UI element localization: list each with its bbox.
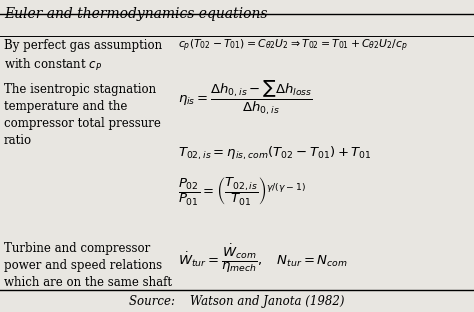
Text: Turbine and compressor
power and speed relations
which are on the same shaft: Turbine and compressor power and speed r…	[4, 242, 172, 289]
Text: $\eta_{is}=\dfrac{\Delta h_{0,is}-\sum\Delta h_{loss}}{\Delta h_{0,is}}$: $\eta_{is}=\dfrac{\Delta h_{0,is}-\sum\D…	[178, 78, 313, 116]
Text: By perfect gas assumption
with constant $c_P$: By perfect gas assumption with constant …	[4, 39, 162, 73]
Text: $T_{02,is}=\eta_{is,com}\left(T_{02}-T_{01}\right)+T_{01}$: $T_{02,is}=\eta_{is,com}\left(T_{02}-T_{…	[178, 145, 372, 162]
Text: Euler and thermodynamics equations: Euler and thermodynamics equations	[4, 7, 267, 21]
Text: $\dot{W}_{tur}=\dfrac{\dot{W}_{com}}{\eta_{mech}}, \quad N_{tur}=N_{com}$: $\dot{W}_{tur}=\dfrac{\dot{W}_{com}}{\et…	[178, 242, 347, 275]
Text: Source:    Watson and Janota (1982): Source: Watson and Janota (1982)	[129, 295, 345, 308]
Text: The isentropic stagnation
temperature and the
compressor total pressure
ratio: The isentropic stagnation temperature an…	[4, 83, 161, 147]
Text: $\dfrac{P_{02}}{P_{01}}=\left(\dfrac{T_{02,is}}{T_{01}}\right)^{\gamma/(\gamma-1: $\dfrac{P_{02}}{P_{01}}=\left(\dfrac{T_{…	[178, 176, 306, 208]
Text: $c_p\left(T_{02}-T_{01}\right)=C_{\theta 2}U_2 \Rightarrow T_{02}=T_{01}+C_{\the: $c_p\left(T_{02}-T_{01}\right)=C_{\theta…	[178, 38, 408, 55]
